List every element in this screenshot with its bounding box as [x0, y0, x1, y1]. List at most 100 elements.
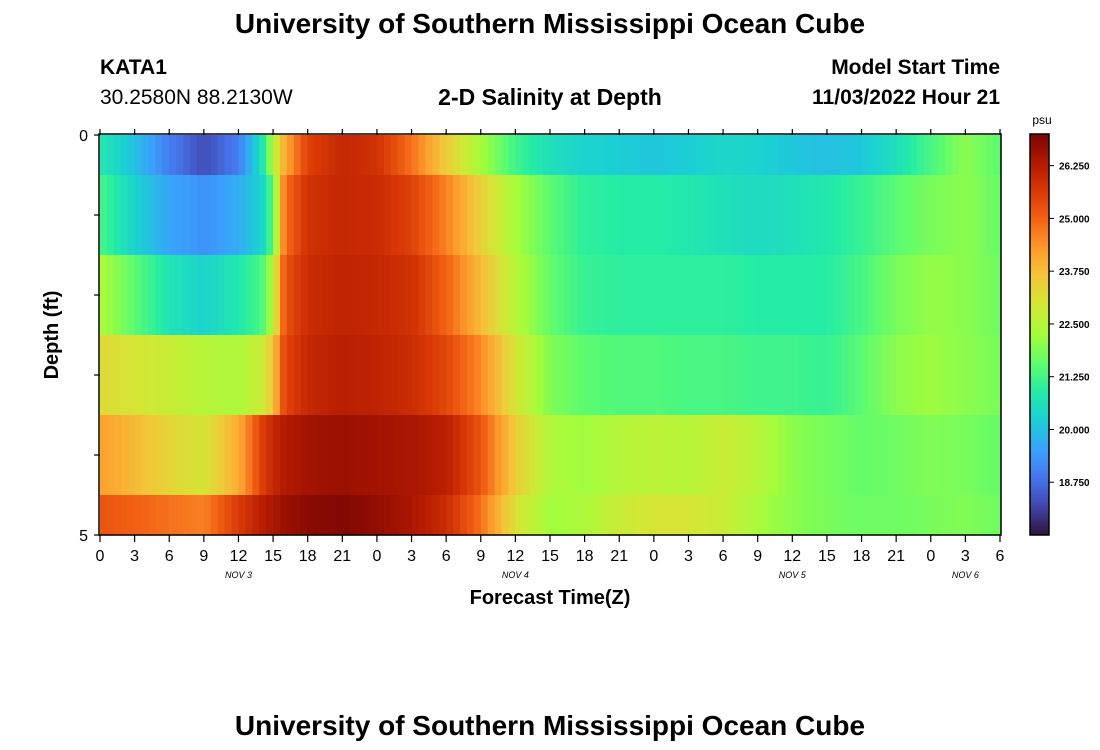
heatmap-cell [286, 175, 295, 256]
heatmap-cell [321, 335, 330, 416]
heatmap-cell [646, 175, 655, 256]
heatmap-cell [916, 495, 925, 536]
heatmap-cell [612, 175, 620, 256]
heatmap-cell [730, 335, 738, 416]
heatmap-cell [577, 495, 586, 536]
heatmap-cell [785, 335, 793, 416]
heatmap-cell [743, 335, 752, 416]
heatmap-cell [349, 135, 357, 176]
heatmap-cell [439, 175, 447, 256]
heatmap-cell [363, 135, 371, 176]
heatmap-cell [826, 135, 835, 176]
heatmap-cell [806, 335, 814, 416]
heatmap-cell [965, 135, 973, 176]
heatmap-cell [127, 255, 136, 336]
heatmap-cell [376, 135, 385, 176]
heatmap-cell [550, 495, 558, 536]
x-tick-label: 15 [264, 548, 282, 565]
heatmap-cell [896, 495, 904, 536]
heatmap-cell [100, 335, 108, 416]
heatmap-cell [466, 135, 475, 176]
day-label: NOV 3 [225, 570, 252, 580]
heatmap-cell [196, 415, 205, 496]
heatmap-cell [792, 135, 800, 176]
heatmap-cell [550, 415, 558, 496]
heatmap-cell [743, 175, 752, 256]
heatmap-cell [300, 495, 309, 536]
heatmap-cell [425, 175, 433, 256]
heatmap-cell [245, 415, 253, 496]
heatmap-cell [626, 255, 634, 336]
heatmap-cell [820, 495, 828, 536]
heatmap-cell [335, 255, 343, 336]
heatmap-cell [826, 495, 835, 536]
heatmap-cell [231, 335, 240, 416]
heatmap-cell [383, 335, 392, 416]
heatmap-cell [238, 175, 246, 256]
heatmap-cell [889, 135, 897, 176]
heatmap-cell [556, 495, 565, 536]
heatmap-cell [383, 415, 392, 496]
heatmap-cell [910, 135, 918, 176]
heatmap-cell [460, 335, 468, 416]
heatmap-cell [930, 175, 939, 256]
heatmap-cell [238, 495, 246, 536]
heatmap-cell [106, 255, 115, 336]
heatmap-cell [120, 495, 129, 536]
heatmap-cell [224, 415, 233, 496]
heatmap-cell [951, 335, 960, 416]
heatmap-cell [896, 415, 904, 496]
heatmap-cell [993, 335, 1001, 416]
heatmap-cell [314, 335, 323, 416]
heatmap-cell [106, 335, 115, 416]
heatmap-cell [584, 495, 593, 536]
heatmap-cell [840, 135, 849, 176]
heatmap-cell [487, 335, 496, 416]
heatmap-cell [363, 495, 371, 536]
heatmap-cell [937, 335, 946, 416]
heatmap-cell [335, 495, 343, 536]
heatmap-cell [286, 255, 295, 336]
heatmap-cell [813, 415, 821, 496]
heatmap-cell [522, 175, 530, 256]
heatmap-cell [307, 415, 316, 496]
heatmap-cell [958, 335, 966, 416]
heatmap-cell [196, 495, 205, 536]
heatmap-cell [169, 415, 177, 496]
heatmap-cell [619, 495, 627, 536]
heatmap-cell [820, 255, 828, 336]
heatmap-cell [591, 415, 600, 496]
heatmap-cell [439, 495, 447, 536]
heatmap-cell [113, 135, 122, 176]
heatmap-cell [480, 335, 489, 416]
heatmap-cell [584, 135, 593, 176]
heatmap-cell [203, 335, 212, 416]
heatmap-cell [702, 335, 710, 416]
heatmap-cell [383, 135, 392, 176]
heatmap-cell [217, 135, 226, 176]
heatmap-cell [245, 495, 253, 536]
heatmap-cell [522, 415, 530, 496]
heatmap-cell [120, 335, 129, 416]
heatmap-cell [653, 335, 662, 416]
heatmap-cell [508, 175, 516, 256]
heatmap-cell [307, 495, 316, 536]
heatmap-cell [993, 255, 1001, 336]
heatmap-cell [259, 175, 267, 256]
heatmap-cell [626, 335, 634, 416]
heatmap-cell [190, 175, 198, 256]
heatmap-cell [397, 255, 406, 336]
heatmap-cell [210, 255, 219, 336]
heatmap-cell [695, 255, 703, 336]
heatmap-cell [217, 335, 226, 416]
heatmap-cell [404, 175, 413, 256]
heatmap-cell [702, 175, 710, 256]
heatmap-cell [903, 135, 911, 176]
heatmap-cell [460, 255, 468, 336]
heatmap-cell [446, 335, 454, 416]
heatmap-cell [439, 255, 447, 336]
heatmap-cell [716, 255, 724, 336]
heatmap-cell [785, 135, 793, 176]
heatmap-cell [688, 335, 696, 416]
heatmap-cell [563, 335, 572, 416]
